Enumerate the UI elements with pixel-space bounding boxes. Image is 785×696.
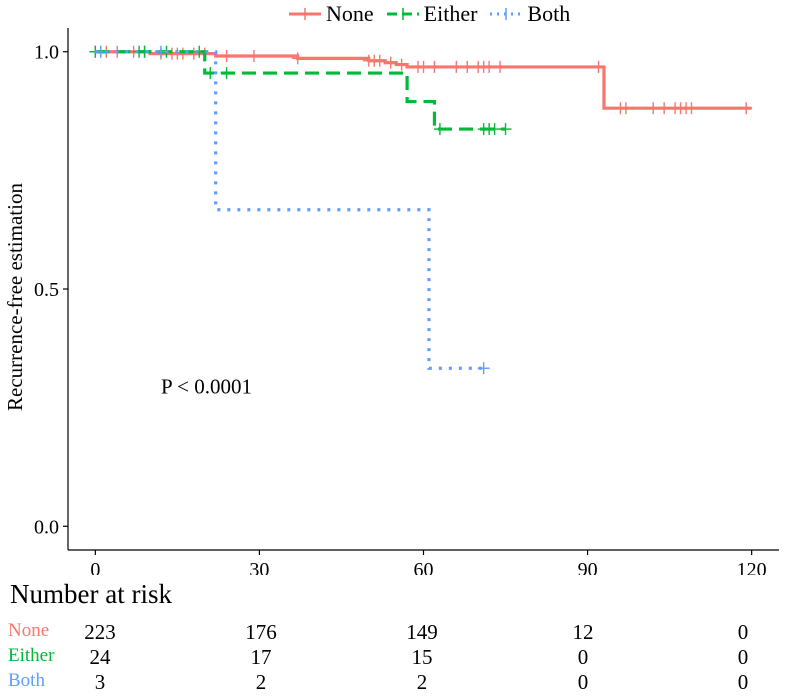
p-value-annotation: P < 0.0001 — [161, 374, 252, 398]
legend-label-none: None — [326, 1, 374, 26]
series-line-none — [95, 50, 752, 110]
risk-cell: 3 — [94, 670, 106, 694]
x-tick-label: 30 — [249, 559, 269, 575]
risk-row-either: Either 24 17 15 0 0 — [0, 645, 785, 669]
risk-cell: 149 — [406, 620, 438, 644]
risk-cell: 176 — [245, 620, 277, 644]
risk-cell: 223 — [84, 620, 116, 644]
legend-swatch-both — [490, 8, 523, 20]
risk-row-label: Either — [8, 645, 55, 666]
x-tick-label: 120 — [737, 559, 767, 575]
risk-cell: 0 — [737, 670, 749, 694]
legend-label-either: Either — [423, 1, 478, 26]
km-plot: 0.00.51.00306090120Time (Month)Recurrenc… — [3, 28, 779, 575]
legend-item-both[interactable]: Both — [489, 1, 570, 27]
series-line-either — [95, 50, 506, 131]
risk-row-label: None — [8, 620, 50, 641]
legend-label-both: Both — [527, 1, 571, 26]
risk-table: Number at risk None 223 176 149 12 0 Eit… — [0, 575, 785, 696]
legend-item-none[interactable]: None — [288, 1, 374, 27]
legend: None Either Both — [288, 0, 582, 28]
x-tick-label: 60 — [414, 559, 434, 575]
risk-cell: 0 — [737, 620, 749, 644]
risk-row-both: Both 3 2 2 0 0 — [0, 670, 785, 694]
risk-cell: 24 — [89, 645, 111, 669]
y-tick-label: 0.5 — [34, 279, 59, 301]
risk-cell: 2 — [416, 670, 428, 694]
risk-cell: 12 — [572, 620, 594, 644]
risk-cell: 15 — [411, 645, 433, 669]
risk-cell: 0 — [577, 645, 589, 669]
risk-cell: 0 — [577, 670, 589, 694]
risk-row-label: Both — [8, 670, 45, 691]
risk-table-title: Number at risk — [10, 579, 172, 609]
x-tick-label: 0 — [90, 559, 100, 575]
y-axis-label: Recurrence-free estimation — [3, 183, 27, 411]
risk-cell: 17 — [250, 645, 272, 669]
risk-cell: 2 — [255, 670, 267, 694]
series-line-both — [95, 50, 484, 370]
x-tick-label: 90 — [578, 559, 598, 575]
risk-row-none: None 223 176 149 12 0 — [0, 620, 785, 644]
y-tick-label: 0.0 — [34, 516, 59, 538]
legend-swatch-none — [289, 8, 321, 20]
y-tick-label: 1.0 — [34, 42, 59, 64]
risk-cell: 0 — [737, 645, 749, 669]
legend-item-either[interactable]: Either — [386, 1, 478, 27]
legend-swatch-either — [386, 8, 419, 20]
